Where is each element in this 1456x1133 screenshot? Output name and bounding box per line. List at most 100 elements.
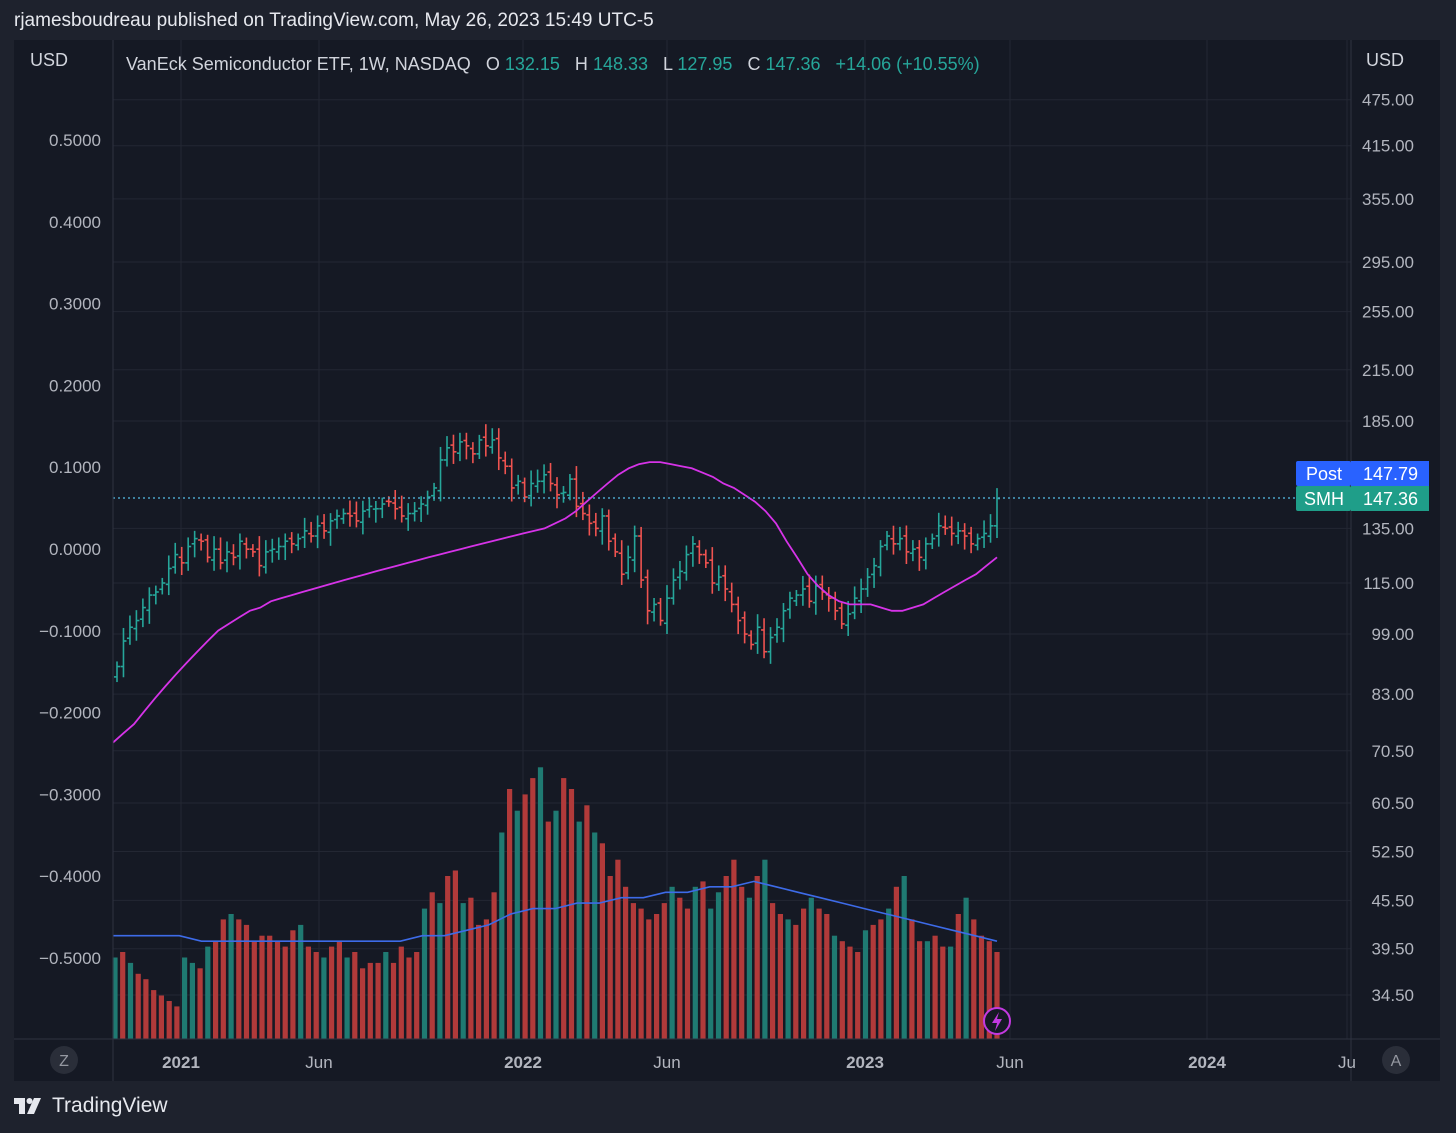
ohlc-bar (353, 501, 360, 528)
volume-bar (236, 919, 242, 1039)
volume-bar (723, 876, 729, 1039)
ohlc-bar (243, 537, 250, 559)
tradingview-logo[interactable]: TradingView (14, 1094, 168, 1118)
volume-bar (344, 957, 350, 1039)
ohlc-bar (657, 597, 664, 626)
ohlc-bar (295, 533, 302, 551)
volume-bar (298, 924, 304, 1039)
legend-symbol: VanEck Semiconductor ETF, 1W, NASDAQ (126, 54, 471, 74)
ohlc-bar (825, 586, 832, 612)
ohlc-bar (172, 542, 179, 574)
time-tick-7: Ju (1338, 1053, 1356, 1072)
ohlc-bar (288, 532, 295, 554)
ohlc-bar (709, 547, 716, 594)
z-button-label: Z (59, 1053, 69, 1070)
ohlc-bar (618, 540, 625, 585)
volume-bar (777, 914, 783, 1039)
left-axis-currency: USD (30, 50, 68, 70)
volume-bar (537, 767, 544, 1039)
volume-bar (986, 941, 992, 1039)
chart-svg[interactable]: VanEck Semiconductor ETF, 1W, NASDAQ O 1… (14, 40, 1440, 1081)
volume-bar (708, 908, 714, 1039)
volume-bar (684, 908, 691, 1039)
volume-bar (994, 952, 1000, 1039)
time-tick-1: Jun (305, 1053, 332, 1072)
volume-bar (599, 843, 605, 1039)
volume-bar (646, 919, 652, 1039)
volume-bar (259, 935, 265, 1039)
ohlc-bar (625, 545, 632, 580)
right-tick-14: 45.50 (1371, 891, 1414, 910)
volume-bar (793, 924, 799, 1039)
volume-bar (692, 886, 698, 1039)
volume-bar (893, 886, 899, 1039)
ohlc-bar (638, 526, 645, 588)
ohlc-bar (340, 508, 347, 524)
lightning-icon[interactable] (983, 1007, 1011, 1035)
ohlc-bar (586, 504, 593, 536)
time-tick-6: 2024 (1188, 1053, 1226, 1072)
ohlc-bar (120, 627, 127, 678)
ohlc-bar (191, 530, 198, 558)
ohlc-bar (249, 544, 256, 558)
ohlc-bar (909, 540, 916, 562)
volume-bar (158, 995, 164, 1039)
z-button[interactable]: Z (50, 1046, 78, 1074)
ohlc-bar (748, 630, 755, 650)
ohlc-bar (774, 618, 780, 643)
ohlc-bar (139, 598, 146, 628)
volume-bar (251, 941, 257, 1039)
ohlc-bar (185, 537, 192, 571)
ohlc-bar (224, 541, 230, 573)
ohlc-bar (534, 469, 541, 493)
ohlc-bar (754, 614, 761, 654)
volume-bar (398, 946, 404, 1039)
ohlc-bar (256, 536, 263, 577)
ohlc-bar (728, 582, 735, 613)
volume-bar (862, 930, 869, 1039)
volume-bar (978, 935, 985, 1039)
volume-bar (522, 794, 528, 1039)
ohlc-bar (851, 586, 858, 620)
ohlc-bar (327, 513, 334, 546)
time-tick-3: Jun (653, 1053, 680, 1072)
ohlc-bar (605, 509, 612, 551)
volume-bar (831, 935, 838, 1039)
ohlc-bar (689, 536, 696, 567)
ohlc-bar (696, 540, 703, 564)
volume-bar (770, 903, 776, 1039)
volume-bar (940, 946, 946, 1039)
volume-bar (228, 914, 234, 1039)
volume-bar (352, 952, 358, 1039)
volume-bar (584, 805, 590, 1039)
volume-bar (545, 821, 551, 1039)
ohlc-bar (547, 462, 554, 492)
ohlc-bar (437, 446, 444, 502)
ohlc-bar (793, 589, 800, 607)
tradingview-logo-icon (14, 1098, 41, 1114)
a-button[interactable]: A (1382, 1046, 1410, 1074)
volume-bar (452, 870, 458, 1039)
post-price-label: Post 147.79 (1296, 461, 1429, 486)
ohlc-bar (968, 526, 975, 554)
ohlc-bar (786, 591, 793, 619)
volume-bar (808, 897, 814, 1039)
ohlc-bar (334, 509, 340, 529)
legend-low-label: L (663, 54, 673, 74)
ohlc-bar (612, 533, 619, 558)
ohlc-bar (722, 565, 729, 602)
volume-bar (267, 935, 273, 1039)
volume-bar (421, 908, 428, 1039)
ohlc-bar (922, 537, 929, 570)
legend-high-value: 148.33 (593, 54, 648, 74)
grid-lines (113, 40, 1351, 1039)
ohlc-bar (133, 610, 140, 641)
legend-open-value: 132.15 (505, 54, 560, 74)
price-moving-average (112, 461, 998, 744)
ohlc-bar (126, 615, 133, 645)
chart-frame: VanEck Semiconductor ETF, 1W, NASDAQ O 1… (14, 40, 1440, 1081)
right-tick-4: 255.00 (1362, 303, 1414, 322)
volume-bar (638, 908, 644, 1039)
time-tick-4: 2023 (846, 1053, 884, 1072)
volume-bar (924, 941, 930, 1039)
